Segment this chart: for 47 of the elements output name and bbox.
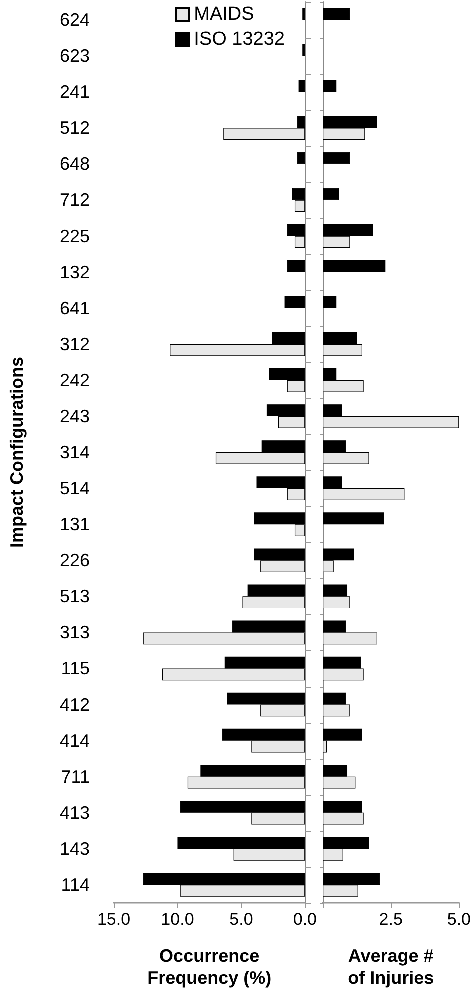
y-tick-label: 513 <box>60 586 90 607</box>
y-tick-label: 624 <box>60 10 90 30</box>
y-tick-label: 514 <box>60 478 90 499</box>
bar <box>323 152 350 164</box>
y-tick-label: 314 <box>60 442 90 462</box>
y-tick-label: 226 <box>60 550 90 571</box>
x-tick-label: 0.0 <box>293 910 318 929</box>
x-axis-title: Occurrence Frequency (%) <box>148 946 272 988</box>
bar <box>323 296 337 308</box>
y-tick-label: 114 <box>61 874 90 895</box>
y-tick-label: 623 <box>60 46 90 66</box>
y-tick-label: 512 <box>60 118 90 138</box>
bar <box>323 80 337 92</box>
y-tick-label: 648 <box>60 154 90 174</box>
x-tick-label: 10.0 <box>161 910 194 929</box>
y-tick-label: 143 <box>60 838 90 859</box>
bar <box>323 512 384 525</box>
bar <box>298 152 306 164</box>
y-tick-label: 313 <box>60 622 90 643</box>
x-axis-title: Average # of Injuries <box>348 946 434 988</box>
y-tick-label: 243 <box>60 406 90 426</box>
bar <box>298 80 306 92</box>
x-tick-label: 15.0 <box>97 910 131 929</box>
y-tick-label: 413 <box>60 802 90 823</box>
y-tick-label: 712 <box>60 190 90 210</box>
y-tick-label: 241 <box>60 82 90 102</box>
x-tick-label: 5.0 <box>447 910 472 929</box>
y-tick-label: 225 <box>60 226 90 246</box>
y-tick-label: 312 <box>60 334 90 354</box>
bar <box>323 188 340 200</box>
y-tick-label: 115 <box>61 658 90 679</box>
y-axis-title: Impact Configurations <box>7 356 27 548</box>
y-tick-label: 132 <box>60 262 90 282</box>
y-tick-label: 641 <box>60 298 90 318</box>
legend-label: ISO 13232 <box>194 29 285 50</box>
bar <box>323 8 350 20</box>
bar <box>284 296 306 308</box>
bar <box>287 260 306 272</box>
y-tick-label: 242 <box>60 370 90 390</box>
bar <box>323 260 386 272</box>
x-tick-label: 5.0 <box>230 910 254 929</box>
x-tick-label: 2.5 <box>379 910 403 929</box>
legend-label: MAIDS <box>194 4 254 25</box>
y-tick-label: 412 <box>60 694 90 715</box>
y-tick-label: 711 <box>61 766 90 787</box>
y-tick-label: 131 <box>60 514 90 535</box>
y-tick-label: 414 <box>60 730 90 751</box>
